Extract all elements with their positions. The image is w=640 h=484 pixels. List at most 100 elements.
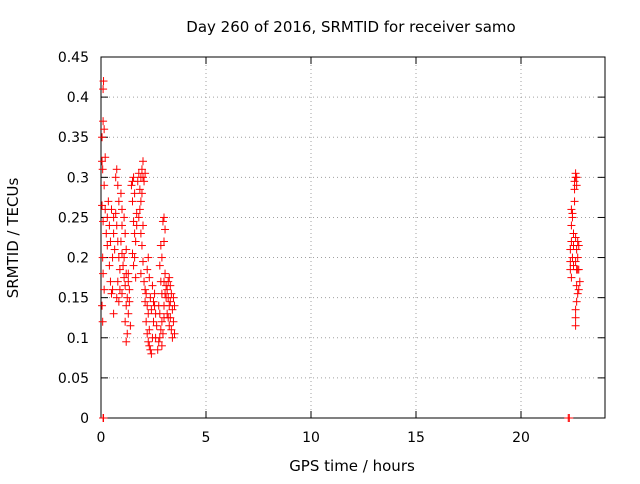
data-point xyxy=(125,297,134,306)
data-point xyxy=(574,241,583,250)
data-point xyxy=(111,209,120,218)
data-point xyxy=(143,301,152,310)
data-point xyxy=(572,281,581,290)
x-tick-label: 15 xyxy=(407,430,425,446)
data-point xyxy=(139,221,147,230)
data-point xyxy=(148,281,157,290)
data-point xyxy=(567,273,576,282)
data-point xyxy=(164,277,173,286)
data-point xyxy=(124,269,133,278)
data-point xyxy=(109,213,118,222)
data-point xyxy=(571,305,580,314)
data-point xyxy=(105,261,114,270)
data-point xyxy=(137,241,146,250)
y-tick-label: 0.25 xyxy=(58,210,89,226)
y-tick-label: 0.15 xyxy=(58,291,89,307)
data-point xyxy=(121,317,130,326)
data-point xyxy=(161,269,170,278)
data-point xyxy=(144,309,153,318)
data-point xyxy=(168,305,177,314)
data-point xyxy=(119,261,128,270)
data-point xyxy=(106,277,115,286)
data-point xyxy=(573,289,582,298)
data-point xyxy=(573,237,582,246)
data-point xyxy=(135,185,144,194)
data-point xyxy=(136,229,145,238)
data-point xyxy=(118,205,126,214)
data-point xyxy=(104,197,113,206)
data-point xyxy=(111,173,120,182)
data-point xyxy=(168,333,177,342)
data-point xyxy=(121,281,130,290)
data-point xyxy=(134,213,143,222)
data-point xyxy=(155,309,164,318)
data-point xyxy=(572,181,581,190)
data-point xyxy=(141,297,150,306)
data-point xyxy=(143,329,152,338)
data-point xyxy=(152,321,161,330)
data-point xyxy=(160,213,168,222)
data-point xyxy=(139,157,147,166)
data-point xyxy=(157,341,166,350)
data-point xyxy=(571,321,580,330)
data-point xyxy=(160,237,168,246)
data-point xyxy=(123,293,132,302)
y-tick-label: 0.2 xyxy=(67,251,89,267)
data-point xyxy=(570,185,579,194)
y-tick-label: 0.3 xyxy=(67,170,89,186)
data-point xyxy=(120,213,129,222)
x-tick-label: 10 xyxy=(302,430,320,446)
data-point xyxy=(149,297,158,306)
data-point xyxy=(156,277,165,286)
data-point xyxy=(130,253,139,262)
data-point xyxy=(571,313,580,322)
data-point xyxy=(155,333,164,342)
data-point xyxy=(139,257,147,266)
data-point xyxy=(127,181,136,190)
data-point xyxy=(98,317,107,326)
axis-ticks: 0 0.05 0.1 0.15 0.2 0.25 0.3 0.35 0.4 0.45 0 5 10 15 2… xyxy=(58,50,605,446)
data-point xyxy=(142,317,151,326)
plot-border xyxy=(100,56,606,419)
data-point xyxy=(118,249,126,258)
data-point xyxy=(157,317,166,326)
data-point xyxy=(109,229,118,238)
data-point xyxy=(129,261,138,270)
data-point xyxy=(573,253,582,262)
data-point xyxy=(170,301,179,310)
data-point xyxy=(569,229,578,238)
x-tick-label: 5 xyxy=(202,430,211,446)
data-point xyxy=(166,297,175,306)
data-point xyxy=(131,273,140,282)
data-point xyxy=(115,265,124,274)
data-point xyxy=(130,189,139,198)
data-point xyxy=(99,414,108,422)
data-point xyxy=(157,289,166,298)
data-point xyxy=(147,349,156,358)
data-point xyxy=(135,205,144,214)
data-point xyxy=(124,277,133,286)
data-point xyxy=(109,309,118,318)
data-point xyxy=(118,289,126,298)
data-point xyxy=(572,297,581,306)
data-point xyxy=(99,217,108,226)
data-point xyxy=(141,169,150,178)
data-point xyxy=(99,117,108,126)
data-point xyxy=(98,133,107,142)
chart-title: Day 260 of 2016, SRMTID for receiver sam… xyxy=(186,18,515,36)
data-point xyxy=(112,293,121,302)
data-point xyxy=(571,233,580,242)
data-point xyxy=(170,329,179,338)
data-point xyxy=(161,225,170,234)
data-point xyxy=(137,165,146,174)
data-point xyxy=(122,301,131,310)
data-point xyxy=(136,269,145,278)
data-point xyxy=(567,221,576,230)
data-point xyxy=(137,189,146,198)
data-point xyxy=(107,289,116,298)
data-point xyxy=(149,317,158,326)
data-point xyxy=(143,265,152,274)
data-point xyxy=(114,197,123,206)
data-points xyxy=(98,77,584,422)
